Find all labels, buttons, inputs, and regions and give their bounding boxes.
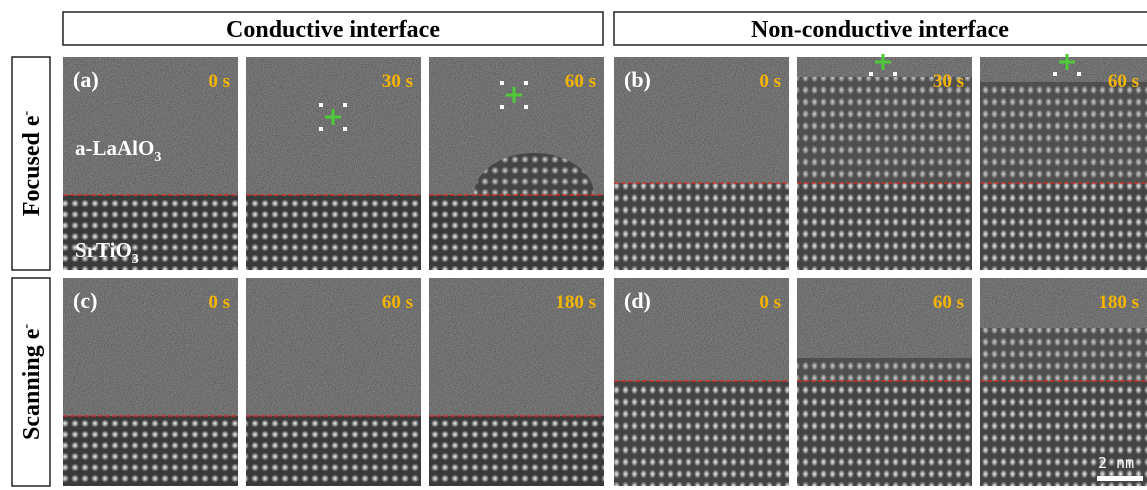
crystal-substrate xyxy=(797,381,972,486)
probe-dot xyxy=(319,103,323,107)
crystal-substrate xyxy=(429,416,604,486)
time-label: 60 s xyxy=(382,292,413,313)
row-label: Scanning e- xyxy=(19,324,45,440)
time-label: 30 s xyxy=(933,71,964,92)
row-label-sup: - xyxy=(19,324,34,329)
time-label: 0 s xyxy=(759,71,781,92)
probe-dot xyxy=(343,127,347,131)
row-label-text: Focused e xyxy=(19,115,45,216)
column-title: Conductive interface xyxy=(226,17,440,43)
crystal-substrate xyxy=(614,183,789,270)
probe-dot xyxy=(500,81,504,85)
probe-dot xyxy=(524,105,528,109)
panel-letter: (b) xyxy=(624,67,651,92)
probe-dot xyxy=(524,81,528,85)
layer-text: a-LaAlO xyxy=(75,136,154,160)
probe-dot xyxy=(1053,72,1057,76)
layer-sub: 3 xyxy=(154,150,161,165)
probe-dot xyxy=(1077,48,1081,52)
probe-dot xyxy=(893,72,897,76)
crystal-substrate xyxy=(429,195,604,270)
figure: Conductive interface Non-conductive inte… xyxy=(0,0,1147,490)
time-label: 60 s xyxy=(1108,71,1139,92)
probe-dot xyxy=(893,48,897,52)
crystal-growth xyxy=(797,358,972,381)
scale-bar xyxy=(1097,476,1143,481)
layer-text: SrTiO xyxy=(75,238,132,262)
time-label: 180 s xyxy=(1098,292,1139,313)
crystal-growth xyxy=(797,77,972,183)
crystal-growth xyxy=(980,82,1147,183)
panel-letter: (a) xyxy=(73,67,99,92)
layer-sub: 3 xyxy=(132,252,139,267)
row-label-sup: - xyxy=(19,111,34,116)
probe-dot xyxy=(1077,72,1081,76)
probe-dot xyxy=(500,105,504,109)
row-label: Focused e- xyxy=(19,111,45,217)
panel-letter: (c) xyxy=(73,288,97,313)
row-label-text: Scanning e xyxy=(19,328,45,440)
crystal-growth xyxy=(980,328,1147,381)
time-label: 30 s xyxy=(382,71,413,92)
probe-dot xyxy=(319,127,323,131)
time-label: 60 s xyxy=(565,71,596,92)
crystal-substrate xyxy=(63,416,238,486)
crystal-substrate xyxy=(797,183,972,270)
crystal-substrate xyxy=(246,416,421,486)
crystal-substrate xyxy=(980,183,1147,270)
probe-dot xyxy=(1053,48,1057,52)
probe-dot xyxy=(869,48,873,52)
panel-letter: (d) xyxy=(624,288,651,313)
time-label: 0 s xyxy=(208,292,230,313)
time-label: 0 s xyxy=(208,71,230,92)
probe-dot xyxy=(343,103,347,107)
time-label: 0 s xyxy=(759,292,781,313)
scale-bar-label: 2 nm xyxy=(1098,454,1134,472)
crystal-substrate xyxy=(614,381,789,486)
time-label: 60 s xyxy=(933,292,964,313)
time-label: 180 s xyxy=(555,292,596,313)
crystal-substrate xyxy=(246,195,421,270)
probe-dot xyxy=(869,72,873,76)
column-title: Non-conductive interface xyxy=(751,17,1009,43)
